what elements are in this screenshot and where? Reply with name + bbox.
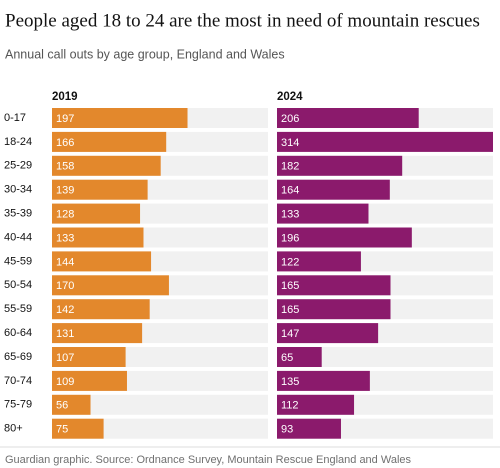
chart-subtitle: Annual call outs by age group, England a…	[5, 47, 285, 61]
category-label: 55-59	[4, 303, 32, 315]
bar	[52, 227, 144, 248]
bar	[277, 251, 361, 272]
value-label: 166	[56, 137, 74, 149]
value-label: 131	[56, 328, 74, 340]
series-header: 2024	[277, 91, 303, 103]
category-label: 70-74	[4, 375, 32, 387]
bar	[52, 203, 141, 224]
bar	[277, 203, 369, 224]
value-label: 165	[281, 280, 299, 292]
row-band	[277, 347, 493, 367]
bar	[52, 251, 152, 272]
value-label: 182	[281, 161, 299, 173]
bar	[277, 418, 341, 439]
value-label: 135	[281, 376, 299, 388]
bar	[277, 323, 379, 344]
bar	[277, 227, 412, 248]
bar	[277, 370, 370, 391]
value-label: 133	[56, 232, 74, 244]
value-label: 122	[281, 256, 299, 268]
value-label: 165	[281, 304, 299, 316]
category-label: 45-59	[4, 255, 32, 267]
value-label: 133	[281, 209, 299, 221]
bar	[277, 108, 419, 128]
category-label: 30-34	[4, 184, 32, 196]
value-label: 75	[56, 424, 68, 436]
bar	[277, 155, 403, 176]
row-band	[52, 418, 268, 439]
category-label: 75-79	[4, 399, 32, 411]
value-label: 144	[56, 256, 74, 268]
category-label: 50-54	[4, 279, 32, 291]
category-label: 35-39	[4, 208, 32, 220]
bar	[277, 179, 390, 200]
value-label: 158	[56, 161, 74, 173]
value-label: 107	[56, 352, 74, 364]
value-label: 206	[281, 113, 299, 125]
value-label: 142	[56, 304, 74, 316]
value-label: 197	[56, 113, 74, 125]
category-label: 60-64	[4, 327, 32, 339]
bar	[277, 299, 391, 320]
bar	[277, 131, 493, 152]
value-label: 139	[56, 185, 74, 197]
value-label: 147	[281, 328, 299, 340]
bar	[277, 275, 391, 296]
category-label: 25-29	[4, 160, 32, 172]
value-label: 65	[281, 352, 293, 364]
value-label: 196	[281, 232, 299, 244]
source: Guardian graphic. Source: Ordnance Surve…	[5, 454, 412, 466]
bar	[52, 394, 91, 415]
bar	[52, 275, 169, 296]
value-label: 170	[56, 280, 74, 292]
category-label: 0-17	[4, 112, 26, 124]
bar	[52, 347, 126, 367]
value-label: 109	[56, 376, 74, 388]
value-label: 93	[281, 424, 293, 436]
bar	[277, 347, 322, 367]
value-label: 164	[281, 185, 299, 197]
value-label: 128	[56, 209, 74, 221]
row-band	[52, 394, 268, 415]
category-label: 80+	[4, 423, 23, 435]
category-label: 18-24	[4, 136, 32, 148]
bar	[52, 131, 167, 152]
bar	[52, 179, 148, 200]
series-header: 2019	[52, 91, 78, 103]
bar	[52, 108, 188, 128]
bar	[277, 394, 355, 415]
value-label: 112	[281, 400, 299, 412]
bar	[52, 370, 127, 391]
bar	[52, 323, 143, 344]
category-label: 40-44	[4, 231, 32, 243]
category-label: 65-69	[4, 351, 32, 363]
value-label: 56	[56, 400, 68, 412]
bar	[52, 155, 161, 176]
value-label: 314	[281, 137, 299, 149]
bar	[52, 418, 104, 439]
bar	[52, 299, 150, 320]
chart-title: People aged 18 to 24 are the most in nee…	[5, 10, 480, 31]
